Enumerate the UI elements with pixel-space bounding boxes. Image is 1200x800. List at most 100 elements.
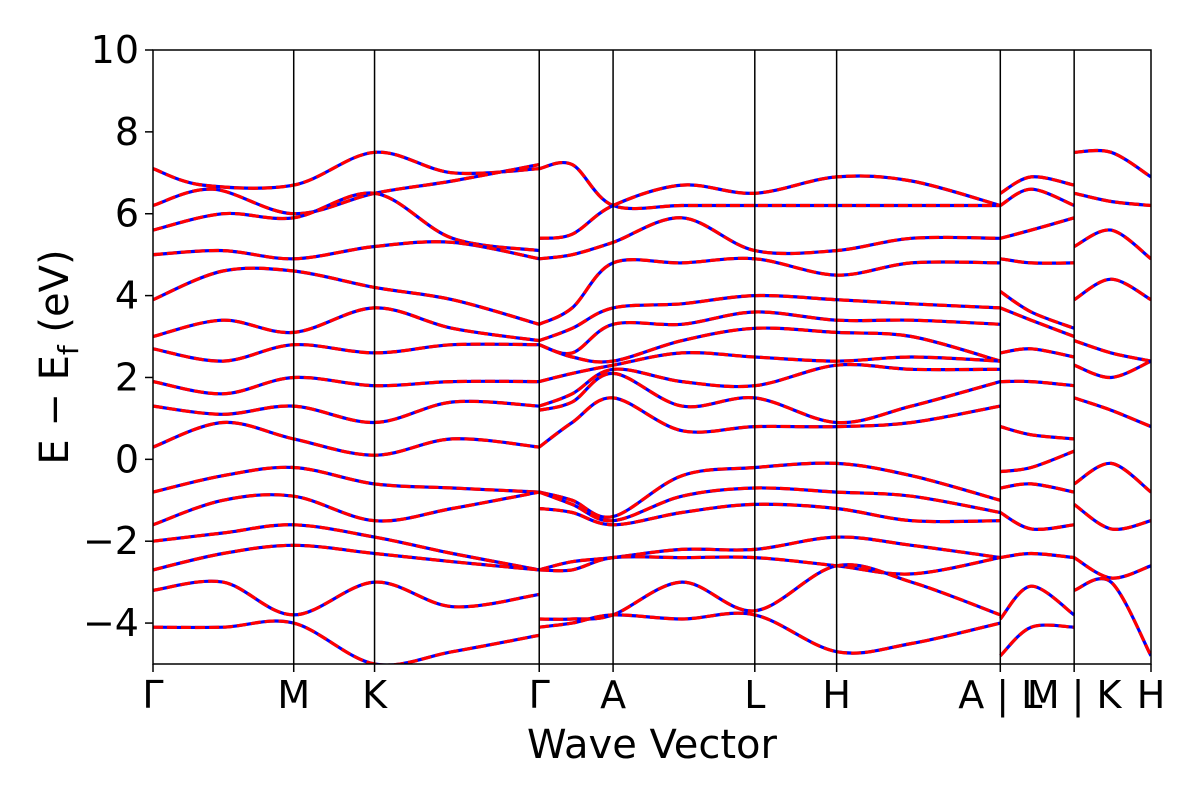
band-line-red-32 [539,563,1001,621]
band-line-red-36 [999,216,1075,240]
band-line-red-43 [1000,449,1075,474]
plot-frame [152,49,1152,665]
band-line-red-51 [1073,228,1151,261]
band-line-blue-27 [538,461,1001,519]
band-line-red-22 [538,326,1001,364]
band-line-red-59 [1073,577,1151,657]
y-tick-label-5: 6 [115,192,139,236]
band-line-blue-20 [538,293,1001,343]
band-line-red-3 [153,240,540,261]
band-line-red-48 [999,623,1075,657]
band-line-red-49 [1074,148,1151,179]
band-line-red-0 [153,150,540,190]
band-line-red-39 [999,306,1075,338]
y-axis: −4 −2 0 2 4 6 8 10 [83,28,153,645]
band-line-red-9 [153,420,540,457]
band-line-red-56 [1073,461,1151,494]
band-line-red-29 [539,502,1001,527]
band-line-red-21 [538,310,1001,356]
band-line-red-55 [1073,396,1151,429]
band-line-red-25 [538,371,1001,425]
band-line-blue-21 [538,310,1001,356]
x-tick-label-4: A [600,673,626,717]
band-line-red-15 [153,619,540,664]
x-tick-label-6: H [822,673,851,717]
band-line-red-24 [538,362,1001,408]
band-line-blue-5 [153,306,540,343]
y-axis-title-main: E − E [32,355,78,465]
band-line-blue-0 [153,150,540,190]
band-line-red-57 [1073,503,1151,531]
band-line-red-54 [1073,359,1151,380]
y-tick-label-6: 8 [115,110,139,154]
x-tick-label-0: Γ [142,673,163,717]
band-line-blue-49 [1074,148,1151,179]
x-tick-label-3: Γ [529,673,550,717]
y-axis-title-subscript: f [52,344,85,355]
band-line-red-13 [153,543,540,572]
x-tick-label-7: A | L [958,673,1042,718]
band-line-red-5 [153,306,540,343]
band-line-blue-56 [1073,461,1151,494]
kpoint-lines-group [292,50,1075,664]
band-line-blue-11 [153,490,540,527]
band-line-red-28 [538,486,1001,523]
band-line-red-23 [538,351,1001,384]
band-line-red-41 [1000,379,1075,388]
y-axis-title: E − Ef (eV) [32,249,85,464]
y-axis-title-unit: (eV) [32,249,78,345]
band-line-red-44 [1000,482,1075,494]
band-line-blue-55 [1073,396,1151,429]
band-line-red-20 [538,293,1001,343]
band-line-red-45 [999,511,1075,531]
band-line-red-7 [153,375,540,396]
x-axis: Γ M K Γ A L H A | LM | K H [142,664,1165,718]
band-line-blue-50 [1073,191,1151,208]
band-line-red-35 [999,187,1075,207]
band-line-red-12 [153,523,540,572]
band-line-red-8 [153,399,540,425]
band-line-blue-8 [153,399,540,425]
band-line-red-6 [153,342,540,363]
y-tick-label-1: −2 [83,519,139,563]
band-line-blue-35 [999,187,1075,207]
band-line-red-42 [999,425,1075,441]
band-line-red-50 [1073,191,1151,208]
band-line-red-27 [538,461,1001,519]
band-line-red-11 [153,490,540,527]
band-line-red-31 [539,555,1001,576]
x-tick-label-5: L [744,673,765,717]
band-line-red-26 [538,396,1001,449]
y-tick-label-4: 4 [115,274,139,318]
band-line-red-34 [999,175,1075,195]
band-line-blue-54 [1073,359,1151,380]
y-tick-label-7: 10 [91,28,139,72]
x-tick-label-9: H [1137,673,1166,717]
band-line-red-17 [538,174,1001,240]
bands-group [153,148,1151,664]
band-line-blue-7 [153,375,540,396]
x-axis-title: Wave Vector [527,722,778,768]
band-line-red-53 [1073,339,1151,363]
band-line-red-58 [1073,556,1151,580]
band-line-blue-53 [1073,339,1151,363]
band-line-blue-45 [999,511,1075,531]
band-line-blue-59 [1073,577,1151,657]
band-line-blue-30 [538,535,1001,572]
band-line-red-18 [538,216,1001,261]
x-tick-label-2: K [362,673,388,717]
band-line-red-19 [538,256,1001,326]
band-line-red-33 [538,611,1001,655]
x-tick-label-8: M | K [1027,673,1123,718]
band-line-blue-6 [153,342,540,363]
band-line-red-4 [153,266,540,326]
band-line-blue-58 [1073,556,1151,580]
band-line-red-38 [999,290,1075,330]
y-tick-label-0: −4 [83,601,139,645]
band-line-blue-19 [538,256,1001,326]
band-line-blue-14 [153,579,540,617]
x-tick-label-1: M [277,673,310,717]
band-line-blue-39 [999,306,1075,338]
y-tick-label-2: 0 [115,437,139,481]
